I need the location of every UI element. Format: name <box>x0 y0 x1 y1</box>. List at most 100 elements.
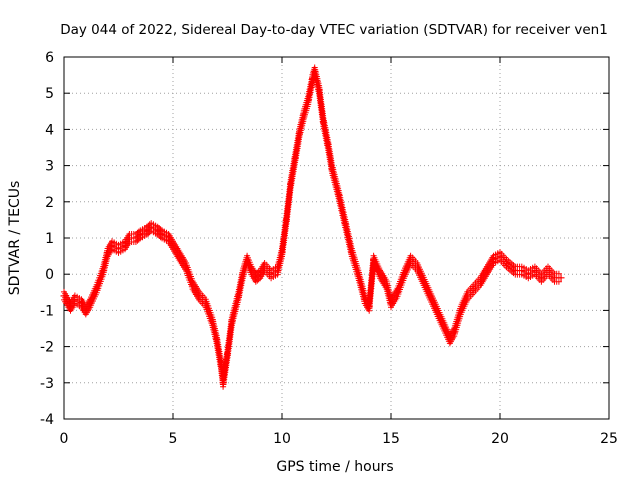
data-point <box>224 350 231 358</box>
data-point <box>176 252 184 260</box>
data-point <box>136 230 144 238</box>
data-point <box>335 191 343 199</box>
data-point <box>483 267 491 275</box>
data-point <box>328 165 336 173</box>
data-point <box>202 299 210 307</box>
data-point <box>77 299 85 307</box>
data-point <box>370 256 378 264</box>
data-point <box>476 277 484 285</box>
chart-title: Day 044 of 2022, Sidereal Day-to-day VTE… <box>60 22 608 38</box>
data-point <box>217 361 225 369</box>
data-point <box>387 299 395 307</box>
data-point <box>394 288 402 296</box>
data-point <box>304 96 312 104</box>
y-tick-label: 0 <box>45 267 54 283</box>
x-tick-label: 25 <box>600 431 618 447</box>
x-tick-label: 15 <box>382 431 400 447</box>
x-tick-label: 10 <box>273 431 291 447</box>
data-point <box>213 335 221 343</box>
data-point <box>278 248 286 256</box>
data-point <box>165 234 173 242</box>
data-point <box>376 270 384 278</box>
data-point <box>348 248 356 256</box>
data-point <box>433 306 441 314</box>
data-point <box>361 296 369 304</box>
data-point <box>60 292 68 300</box>
data-point <box>524 270 532 278</box>
data-point <box>158 230 166 238</box>
data-point <box>93 285 101 293</box>
data-point <box>463 292 471 300</box>
y-axis-label: SDTVAR / TECUs <box>7 181 23 296</box>
data-series <box>60 64 565 390</box>
data-point <box>256 270 264 278</box>
data-point <box>182 263 190 271</box>
data-point <box>413 263 421 271</box>
data-point <box>195 292 203 300</box>
data-point <box>503 259 511 267</box>
x-axis-label: GPS time / hours <box>276 459 393 475</box>
data-point <box>426 292 434 300</box>
data-point <box>295 129 303 137</box>
data-point <box>457 306 465 314</box>
y-tick-label: -4 <box>40 412 54 428</box>
data-point <box>252 274 260 282</box>
data-point <box>169 241 177 249</box>
y-tick-label: 4 <box>45 122 54 138</box>
y-tick-label: 6 <box>45 50 54 66</box>
y-tick-label: 2 <box>45 195 54 211</box>
data-point <box>261 263 269 271</box>
data-point <box>243 256 251 264</box>
data-point <box>531 267 539 275</box>
y-tick-label: -3 <box>40 376 54 392</box>
data-point <box>319 118 327 126</box>
x-tick-label: 5 <box>169 431 178 447</box>
data-point <box>557 274 565 282</box>
data-point <box>99 267 107 275</box>
data-point <box>67 303 75 311</box>
data-point <box>400 270 408 278</box>
data-point <box>324 140 332 148</box>
data-point <box>82 306 90 314</box>
data-point <box>154 227 162 235</box>
data-point <box>551 274 558 282</box>
data-point <box>446 335 454 343</box>
y-tick-label: -1 <box>40 303 54 319</box>
data-point <box>309 75 317 83</box>
data-point <box>341 220 349 228</box>
axis-ticks: 0 5 10 15 20 25 -4 -3 -2 -1 0 1 2 3 4 5 6 <box>40 50 618 447</box>
data-point <box>86 299 94 307</box>
data-point <box>219 379 227 387</box>
data-point <box>121 241 129 249</box>
data-point <box>489 256 497 264</box>
data-point <box>537 274 545 282</box>
data-point <box>300 111 308 119</box>
data-point <box>143 227 151 235</box>
data-point <box>108 241 116 249</box>
data-point <box>496 252 504 260</box>
y-tick-label: 5 <box>45 86 54 102</box>
data-point <box>125 234 133 242</box>
data-point <box>365 303 373 311</box>
x-tick-label: 0 <box>60 431 69 447</box>
data-point <box>267 270 275 278</box>
data-point <box>511 267 519 275</box>
data-point <box>287 180 295 188</box>
data-point <box>407 256 415 264</box>
data-point <box>315 86 323 94</box>
data-point <box>228 317 236 325</box>
y-tick-label: 1 <box>45 231 54 247</box>
data-point <box>383 281 391 289</box>
data-point <box>354 270 362 278</box>
data-point <box>189 281 197 289</box>
data-point <box>234 292 242 300</box>
data-point <box>420 277 428 285</box>
data-point <box>239 270 247 278</box>
data-point <box>147 223 155 231</box>
data-point <box>311 67 319 75</box>
x-tick-label: 20 <box>491 431 509 447</box>
data-point <box>450 328 458 336</box>
data-point <box>132 234 140 242</box>
